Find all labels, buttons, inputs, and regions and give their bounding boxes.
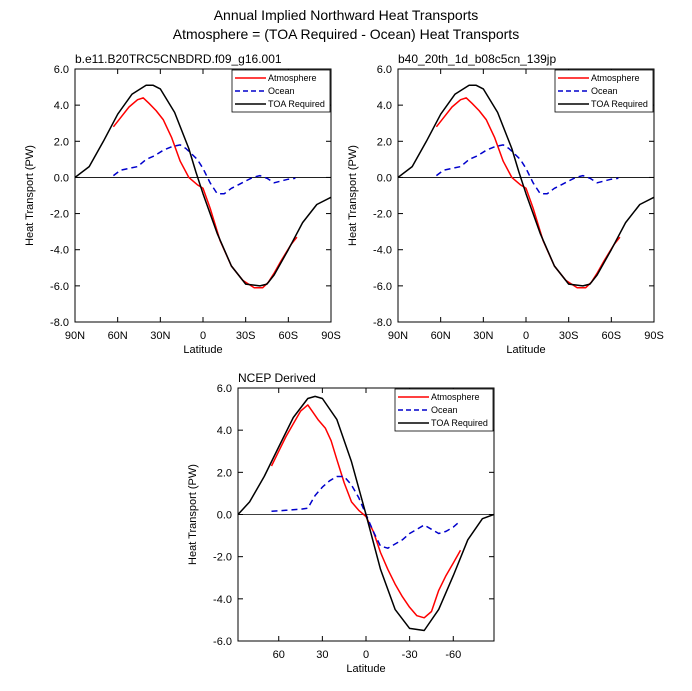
x-tick-label: 90N bbox=[388, 330, 408, 342]
y-tick-label: -6.0 bbox=[373, 281, 392, 293]
x-tick-label: 60 bbox=[273, 649, 285, 661]
x-tick-label: -30 bbox=[402, 649, 418, 661]
x-tick-label: 30S bbox=[236, 330, 256, 342]
series-line-ocean bbox=[112, 144, 296, 195]
y-tick-label: -8.0 bbox=[50, 317, 69, 329]
x-tick-label: 30S bbox=[559, 330, 579, 342]
y-tick-label: 6.0 bbox=[217, 383, 232, 395]
legend-label: Atmosphere bbox=[268, 73, 317, 83]
series-line-atmosphere bbox=[435, 97, 621, 289]
legend-label: Atmosphere bbox=[431, 392, 480, 402]
panel-right: b40_20th_1d_b08c5cn_139jp 90N 60N 30N 0 30S 60… bbox=[347, 52, 664, 356]
legend: Atmosphere Ocean TOA Required bbox=[554, 69, 654, 113]
y-tick-label: 4.0 bbox=[54, 100, 69, 112]
panel-title: NCEP Derived bbox=[238, 371, 316, 385]
x-tick-label: 90S bbox=[644, 330, 664, 342]
x-tick-label: 0 bbox=[200, 330, 206, 342]
x-tick-label: 30N bbox=[473, 330, 493, 342]
x-tick-label: 0 bbox=[523, 330, 529, 342]
y-tick-label: 0.0 bbox=[217, 510, 232, 522]
y-axis-label: Heat Transport (PW) bbox=[24, 145, 36, 246]
series-line-atmosphere bbox=[112, 97, 298, 289]
legend-label: Ocean bbox=[268, 86, 295, 96]
y-tick-label: -2.0 bbox=[373, 209, 392, 221]
x-tick-label: -60 bbox=[445, 649, 461, 661]
y-tick-label: -8.0 bbox=[373, 317, 392, 329]
legend: Atmosphere Ocean TOA Required bbox=[394, 388, 494, 432]
y-axis-label: Heat Transport (PW) bbox=[347, 145, 359, 246]
legend-label: Ocean bbox=[431, 405, 458, 415]
legend-label: TOA Required bbox=[268, 99, 325, 109]
x-tick-label: 60N bbox=[431, 330, 451, 342]
legend-box bbox=[231, 69, 331, 113]
legend-label: TOA Required bbox=[591, 99, 648, 109]
y-tick-label: -4.0 bbox=[373, 245, 392, 257]
y-tick-label: 2.0 bbox=[54, 136, 69, 148]
x-tick-label: 0 bbox=[363, 649, 369, 661]
legend: Atmosphere Ocean TOA Required bbox=[231, 69, 331, 113]
x-tick-label: 90S bbox=[321, 330, 341, 342]
series-line-ocean bbox=[435, 144, 619, 195]
y-tick-label: -6.0 bbox=[213, 636, 232, 648]
panel-title: b40_20th_1d_b08c5cn_139jp bbox=[398, 52, 556, 66]
y-tick-label: 0.0 bbox=[54, 172, 69, 184]
figure-title-line2: Atmosphere = (TOA Required - Ocean) Heat… bbox=[173, 26, 519, 42]
y-tick-label: -6.0 bbox=[50, 281, 69, 293]
legend-label: Atmosphere bbox=[591, 73, 640, 83]
series-line-toa-required bbox=[238, 395, 494, 632]
y-tick-label: -4.0 bbox=[213, 594, 232, 606]
x-tick-label: 60S bbox=[279, 330, 299, 342]
y-tick-label: -2.0 bbox=[50, 209, 69, 221]
x-tick-label: 60S bbox=[602, 330, 622, 342]
x-tick-label: 30 bbox=[316, 649, 328, 661]
y-tick-label: 6.0 bbox=[54, 64, 69, 76]
legend-box bbox=[394, 388, 494, 432]
y-tick-label: 0.0 bbox=[377, 172, 392, 184]
series-line-toa-required bbox=[398, 84, 654, 287]
y-tick-label: -2.0 bbox=[213, 552, 232, 564]
y-axis-label: Heat Transport (PW) bbox=[187, 464, 199, 565]
y-tick-label: 4.0 bbox=[217, 425, 232, 437]
x-axis-label: Latitude bbox=[506, 344, 545, 356]
x-axis-label: Latitude bbox=[183, 344, 222, 356]
x-axis-label: Latitude bbox=[346, 663, 385, 675]
y-tick-label: 4.0 bbox=[377, 100, 392, 112]
x-tick-label: 90N bbox=[65, 330, 85, 342]
series-line-toa-required bbox=[75, 84, 331, 287]
figure-title-line1: Annual Implied Northward Heat Transports bbox=[214, 7, 479, 23]
x-tick-label: 30N bbox=[150, 330, 170, 342]
panel-left: b.e11.B20TRC5CNBDRD.f09_g16.001 90N 60N 30N… bbox=[24, 52, 341, 356]
panel-bottom: NCEP Derived 60 30 0 -30 -60 -6.0 -4.0 -2.0 0.0 2.… bbox=[187, 371, 495, 675]
y-tick-label: -4.0 bbox=[50, 245, 69, 257]
panel-title: b.e11.B20TRC5CNBDRD.f09_g16.001 bbox=[75, 52, 282, 66]
y-tick-label: 2.0 bbox=[217, 467, 232, 479]
y-tick-label: 6.0 bbox=[377, 64, 392, 76]
x-tick-label: 60N bbox=[108, 330, 128, 342]
series-line-atmosphere bbox=[270, 404, 462, 619]
legend-box bbox=[554, 69, 654, 113]
series-line-ocean bbox=[271, 475, 461, 549]
legend-label: TOA Required bbox=[431, 418, 488, 428]
legend-label: Ocean bbox=[591, 86, 618, 96]
y-tick-label: 2.0 bbox=[377, 136, 392, 148]
